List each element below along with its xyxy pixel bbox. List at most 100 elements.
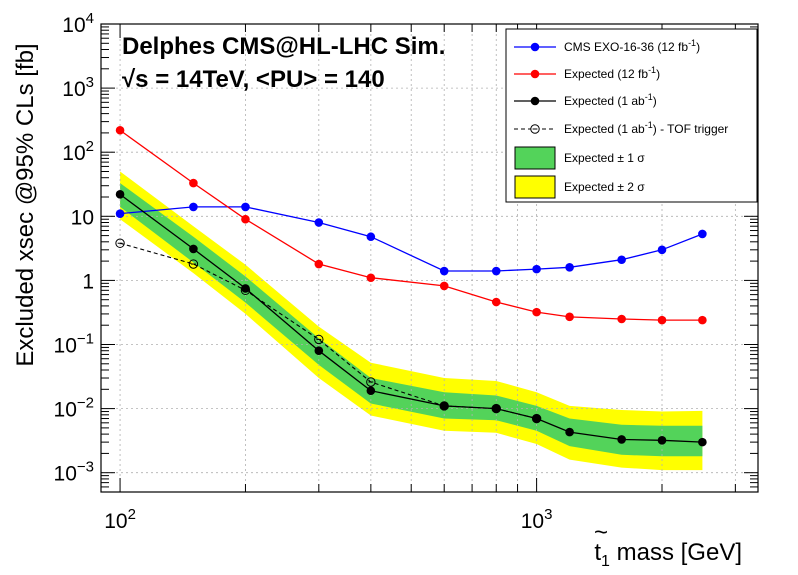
- series-0-marker: [189, 202, 198, 212]
- legend-label-tail: ): [696, 40, 700, 54]
- y-tick-label-exp: 4: [86, 10, 94, 27]
- legend-box: [505, 28, 758, 203]
- y-tick-label: 10−2: [54, 395, 94, 422]
- legend-marker-0: [530, 42, 540, 52]
- y-tick-label: 104: [62, 10, 94, 37]
- legend: CMS EXO-16-36 (12 fb-1)Expected (12 fb-1…: [505, 28, 758, 203]
- series-2-marker: [657, 436, 667, 445]
- series-1-marker: [532, 307, 541, 317]
- y-tick-label-base: 1: [82, 270, 94, 293]
- series-0-marker: [491, 266, 501, 276]
- x-axis-title-suffix: mass [GeV]: [610, 539, 742, 566]
- legend-band-label-1: Expected ± 2 σ: [564, 180, 645, 194]
- x-tick-label: 102: [104, 506, 136, 533]
- legend-label-1: Expected (12 fb-1): [564, 65, 660, 81]
- x-tick-label: 103: [521, 506, 553, 533]
- series-2-marker: [241, 284, 250, 293]
- y-tick-label: 10−3: [54, 459, 94, 486]
- y-tick-label-base: 10: [54, 335, 77, 358]
- legend-label-sup: -1: [645, 120, 653, 130]
- series-1-marker: [565, 312, 574, 322]
- y-tick-label: 103: [62, 74, 94, 101]
- series-3-line: [119, 242, 537, 420]
- y-tick-label-base: 10: [62, 14, 85, 37]
- series-3-marker: [115, 238, 125, 248]
- series-1-marker: [241, 214, 250, 224]
- annotation-energy: √s = 14TeV, <PU> = 140: [122, 66, 385, 93]
- series-1-marker: [657, 315, 667, 325]
- series-2-marker: [314, 346, 324, 356]
- legend-label-base: Expected (1 ab: [564, 94, 645, 108]
- series-3-marker: [314, 334, 324, 345]
- legend-label-0: CMS EXO-16-36 (12 fb-1): [564, 38, 700, 54]
- y-axis-title: Excluded xsec @95% CLs [fb]: [12, 43, 39, 366]
- series-0-marker: [698, 229, 707, 239]
- x-axis-title: t1 mass [GeV]: [594, 539, 742, 570]
- legend-label-base: Expected (12 fb: [564, 67, 648, 81]
- grid-lines: [101, 23, 758, 492]
- y-tick-label-base: 10: [54, 463, 77, 486]
- series-2-marker: [617, 435, 626, 444]
- legend-marker-2: [530, 96, 540, 106]
- series-0-marker: [366, 232, 376, 242]
- series-1-marker: [366, 273, 376, 283]
- series-0-marker: [314, 218, 324, 227]
- series-1-marker: [314, 259, 324, 269]
- legend-marker-1: [530, 69, 540, 79]
- series-3-marker: [188, 259, 199, 269]
- series-2-marker: [189, 244, 198, 254]
- legend-label-3: Expected (1 ab-1) - TOF trigger: [564, 120, 728, 136]
- annotation-title: Delphes CMS@HL-LHC Sim.: [122, 33, 445, 60]
- series-1-marker: [617, 314, 626, 324]
- series-0-marker: [657, 245, 667, 255]
- legend-band-label-0: Expected ± 1 σ: [564, 151, 645, 165]
- series-2-marker: [565, 427, 574, 437]
- legend-swatch-1: [514, 175, 556, 199]
- series-1-marker: [189, 178, 198, 188]
- series-3-marker: [240, 285, 251, 296]
- series-layer: [115, 125, 707, 447]
- legend-label-tail: ): [653, 94, 657, 108]
- series-1-marker: [698, 315, 707, 325]
- x-tick-label-exp: 2: [128, 506, 136, 523]
- series-1-line: [119, 129, 703, 321]
- series-2-marker: [115, 190, 125, 199]
- y-tick-label-base: 10: [62, 78, 85, 101]
- y-tick-label: 10−1: [54, 331, 94, 358]
- y-tick-label-base: 10: [62, 142, 85, 165]
- series-0-marker: [439, 266, 449, 276]
- series-0-marker: [115, 209, 125, 218]
- series-1-marker: [491, 297, 501, 307]
- y-tick-label: 10: [71, 206, 94, 229]
- legend-label-sup: -1: [648, 65, 656, 75]
- series-3-marker: [491, 403, 501, 414]
- series-1-marker: [115, 125, 125, 135]
- x-axis-title-prefix: t: [594, 539, 601, 566]
- series-2-marker: [366, 386, 376, 396]
- plot-frame: [100, 23, 759, 493]
- y-tick-label: 1: [82, 270, 94, 293]
- y-tick-label-base: 10: [54, 399, 77, 422]
- series-3-marker: [439, 401, 449, 411]
- y-tick-label-exp: −1: [77, 331, 94, 348]
- x-tick-label-base: 10: [521, 510, 544, 533]
- series-0-marker: [532, 264, 541, 274]
- series-1-marker: [439, 281, 449, 291]
- series-0-marker: [565, 263, 574, 272]
- y-tick-label: 102: [62, 138, 94, 165]
- legend-label-tail: ): [656, 67, 660, 81]
- y-tick-label-exp: 3: [86, 74, 94, 91]
- legend-swatch-0: [514, 146, 556, 170]
- y-tick-label-exp: −3: [77, 459, 94, 476]
- x-tick-label-exp: 3: [544, 506, 552, 523]
- y-tick-label-base: 10: [71, 206, 94, 229]
- legend-label-2: Expected (1 ab-1): [564, 92, 657, 108]
- series-0-line: [120, 206, 703, 272]
- legend-label-sup: -1: [645, 92, 653, 102]
- series-0-marker: [617, 255, 626, 265]
- series-3-marker: [531, 413, 542, 424]
- x-axis-tilde: ~: [594, 519, 608, 546]
- x-axis-title-sub: 1: [601, 553, 610, 570]
